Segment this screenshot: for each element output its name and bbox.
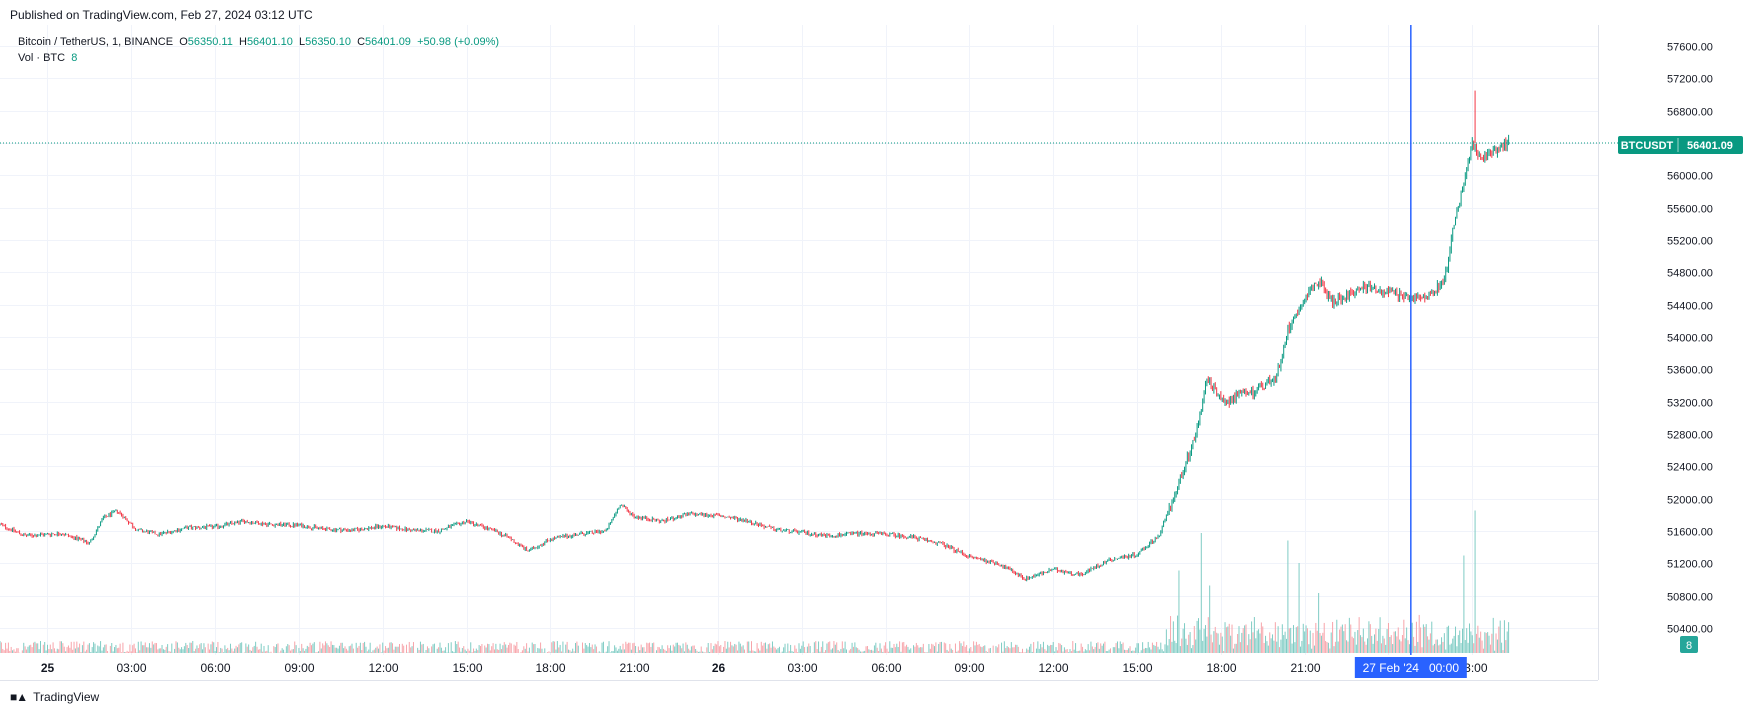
price-badge-symbol: BTCUSDT: [1621, 140, 1674, 152]
legend-low-label: L: [298, 36, 306, 48]
y-tick-label: 51200.00: [1667, 559, 1713, 571]
y-tick-label: 52000.00: [1667, 495, 1713, 507]
tradingview-logo-icon: ■▲: [10, 690, 28, 704]
volume-bars: [0, 510, 1510, 653]
legend-low: 56350.10: [305, 36, 351, 48]
volume-badge: 8: [1680, 636, 1698, 653]
x-tick-label: 09:00: [954, 661, 984, 675]
legend-symbol: Bitcoin / TetherUS, 1, BINANCE: [18, 36, 174, 48]
price-badge-value: 56401.09: [1687, 140, 1733, 152]
x-tick-label: 18:00: [1206, 661, 1236, 675]
legend-change: +50.98 (+0.09%): [417, 36, 500, 48]
x-tick-label: 12:00: [1038, 661, 1068, 675]
x-tick-label: 09:00: [284, 661, 314, 675]
x-tick-label: 21:00: [619, 661, 649, 675]
x-tick-label: 18:00: [535, 661, 565, 675]
crosshair-time-text: 27 Feb '24 00:00: [1363, 661, 1460, 675]
x-tick-label: 26: [712, 661, 726, 675]
crosshair-time-label: 27 Feb '24 00:00: [1354, 657, 1467, 678]
legend: Bitcoin / TetherUS, 1, BINANCE O56350.11…: [18, 34, 499, 66]
y-tick-label: 51600.00: [1667, 527, 1713, 539]
volume-badge-value: 8: [1686, 640, 1692, 652]
time-axis[interactable]: 25 03:00 06:00 09:00 12:00 15:00 18:00 21:00 26 0…: [41, 661, 1488, 675]
legend-close: 56401.09: [365, 36, 411, 48]
y-tick-label: 52400.00: [1667, 462, 1713, 474]
x-tick-label: 15:00: [452, 661, 482, 675]
y-tick-label: 54400.00: [1667, 301, 1713, 313]
y-tick-label: 50400.00: [1667, 624, 1713, 636]
y-tick-label: 57600.00: [1667, 42, 1713, 54]
x-tick-label: 06:00: [200, 661, 230, 675]
x-tick-label: 06:00: [871, 661, 901, 675]
x-tick-label: 03:00: [116, 661, 146, 675]
y-tick-label: 52800.00: [1667, 430, 1713, 442]
legend-open-label: O: [179, 36, 188, 48]
x-tick-label: 03:00: [787, 661, 817, 675]
legend-vol-label: Vol · BTC: [18, 52, 66, 64]
y-tick-label: 55600.00: [1667, 204, 1713, 216]
published-text: Published on TradingView.com, Feb 27, 20…: [10, 8, 313, 22]
candles: [0, 90, 1510, 582]
x-tick-label: 12:00: [368, 661, 398, 675]
x-tick-label: 25: [41, 661, 55, 675]
y-tick-label: 56000.00: [1667, 171, 1713, 183]
x-tick-label: 15:00: [1122, 661, 1152, 675]
y-tick-label: 50800.00: [1667, 592, 1713, 604]
tradingview-brand[interactable]: ■▲ TradingView: [10, 690, 99, 704]
x-tick-label: 21:00: [1290, 661, 1320, 675]
y-tick-label: 57200.00: [1667, 74, 1713, 86]
y-tick-label: 55200.00: [1667, 236, 1713, 248]
legend-high: 56401.10: [246, 36, 293, 48]
legend-volume-row: Vol · BTC 8: [18, 50, 499, 66]
price-badge: BTCUSDT 56401.09: [1618, 136, 1743, 154]
grid: [0, 25, 1598, 655]
y-tick-label: 54000.00: [1667, 333, 1713, 345]
price-axis[interactable]: 57600.0057200.0056800.0056400.0056000.00…: [1667, 42, 1713, 636]
y-tick-label: 53600.00: [1667, 365, 1713, 377]
y-tick-label: 54800.00: [1667, 268, 1713, 280]
y-tick-label: 56800.00: [1667, 107, 1713, 119]
brand-text: TradingView: [33, 690, 100, 704]
legend-close-label: C: [357, 36, 366, 48]
legend-high-label: H: [238, 36, 247, 48]
y-tick-label: 53200.00: [1667, 398, 1713, 410]
legend-ohlc-row: Bitcoin / TetherUS, 1, BINANCE O56350.11…: [18, 34, 499, 50]
legend-open: 56350.11: [187, 36, 233, 48]
legend-vol-value: 8: [71, 52, 78, 64]
